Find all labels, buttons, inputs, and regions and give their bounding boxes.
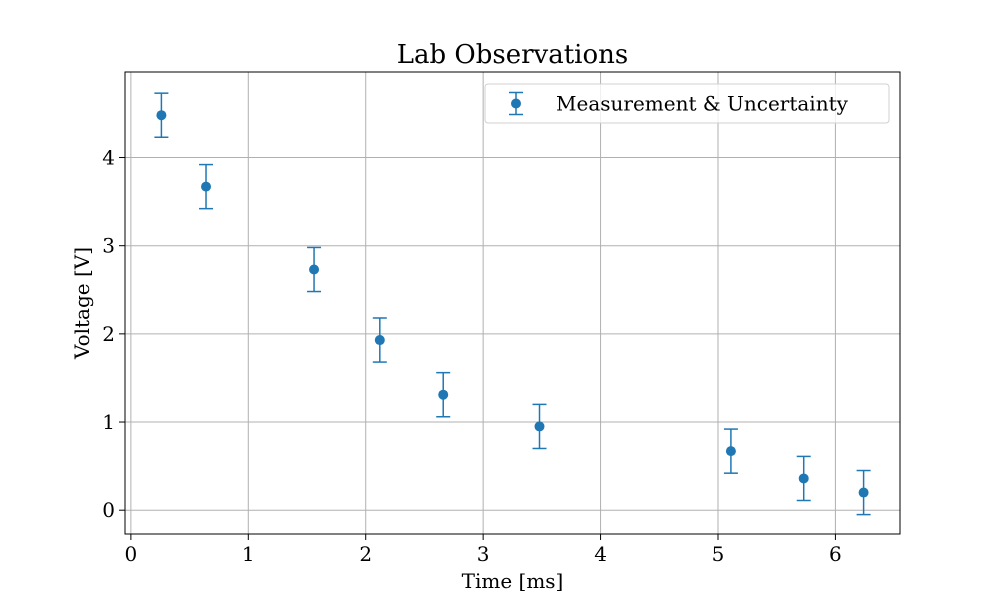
data-marker — [725, 446, 736, 457]
axis-ticks: 0 1 2 3 4 5 6 0 1 2 3 4 — [102, 146, 842, 566]
data-point — [856, 469, 871, 516]
x-tick-label: 3 — [477, 542, 490, 566]
legend: Measurement & Uncertainty — [484, 83, 890, 124]
x-axis-label: Time [ms] — [462, 569, 564, 593]
data-marker — [309, 264, 320, 275]
data-marker — [534, 421, 545, 432]
data-point — [372, 317, 387, 363]
legend-marker — [509, 91, 523, 116]
data-marker — [438, 389, 449, 400]
legend-label: Measurement & Uncertainty — [556, 92, 849, 116]
data-point — [199, 163, 214, 210]
data-point — [723, 428, 738, 474]
y-tick-label: 3 — [102, 234, 115, 258]
data-point — [154, 92, 169, 138]
x-tick-label: 5 — [712, 542, 725, 566]
data-marker — [858, 487, 869, 498]
x-tick-label: 6 — [829, 542, 842, 566]
x-tick-label: 4 — [594, 542, 607, 566]
data-marker — [156, 110, 167, 121]
plot-frame — [124, 71, 901, 535]
chart-title: Lab Observations — [397, 40, 629, 70]
data-marker — [798, 473, 809, 484]
y-axis-label: Voltage [V] — [70, 247, 94, 360]
x-tick-label: 2 — [359, 542, 372, 566]
x-tick-label: 0 — [125, 542, 138, 566]
data-marker — [201, 181, 212, 192]
data-marker — [374, 335, 385, 346]
grid — [125, 72, 900, 534]
legend-box — [484, 83, 890, 124]
data-series — [154, 92, 871, 516]
data-point — [436, 371, 451, 418]
x-tick-label: 1 — [242, 542, 255, 566]
data-point — [532, 403, 547, 450]
y-tick-label: 0 — [102, 498, 115, 522]
legend-dot — [511, 98, 521, 109]
y-tick-label: 1 — [102, 410, 115, 434]
y-tick-label: 4 — [102, 146, 115, 170]
y-tick-label: 2 — [102, 322, 115, 346]
data-point — [307, 246, 322, 293]
data-point — [796, 455, 811, 502]
